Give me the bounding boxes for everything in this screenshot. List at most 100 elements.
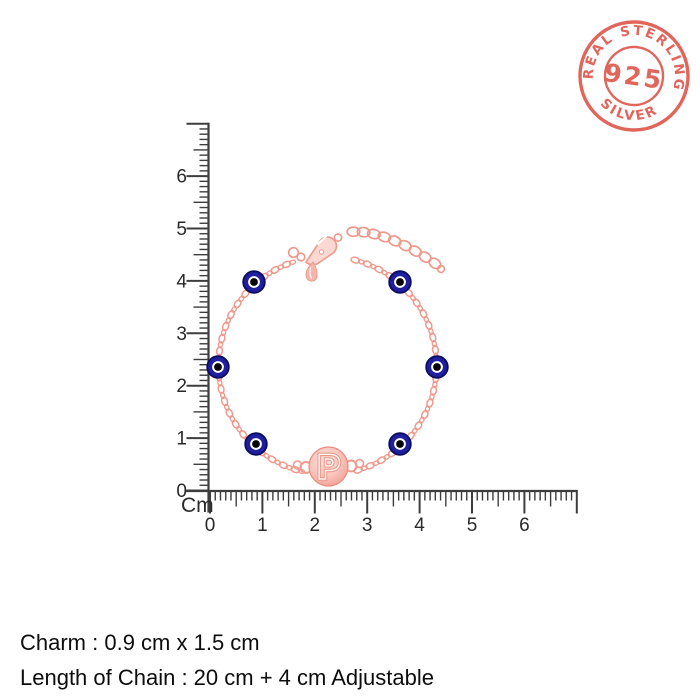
evil-eye-bead bbox=[425, 355, 449, 379]
evil-eye-bead bbox=[244, 432, 268, 456]
extender-link bbox=[418, 251, 432, 264]
h-ruler-label: 6 bbox=[519, 515, 530, 536]
chain-link bbox=[360, 465, 368, 472]
chain-link bbox=[429, 385, 438, 396]
v-ruler-label: 6 bbox=[176, 167, 187, 188]
chain-link bbox=[381, 269, 388, 276]
bracelet: PP bbox=[206, 226, 449, 490]
chain-link bbox=[231, 419, 240, 429]
chain-link bbox=[267, 455, 277, 464]
extender-link bbox=[387, 235, 402, 247]
charm-disc bbox=[308, 446, 349, 487]
chain-length-text: Length of Chain : 20 cm + 4 cm Adjustabl… bbox=[20, 665, 434, 690]
chain-link bbox=[428, 327, 434, 335]
h-ruler-label: 2 bbox=[310, 515, 321, 536]
chain-link bbox=[423, 315, 430, 323]
initial-charm: PP bbox=[292, 446, 365, 490]
chain-link bbox=[417, 304, 424, 312]
chain-link bbox=[376, 456, 387, 465]
chain-link bbox=[266, 270, 273, 277]
chain-link bbox=[369, 263, 377, 270]
chain-link bbox=[227, 310, 235, 320]
badge-925-text: 925 bbox=[602, 58, 665, 95]
evil-eye-bead bbox=[242, 270, 266, 294]
v-ruler-label: 4 bbox=[176, 271, 187, 292]
chain-link bbox=[290, 465, 301, 474]
chain-link bbox=[429, 393, 435, 401]
chain-link bbox=[219, 391, 226, 399]
h-ruler-label: 4 bbox=[414, 515, 425, 536]
badge-outer-ring bbox=[578, 20, 690, 132]
chain-link bbox=[412, 298, 421, 308]
chain-link bbox=[383, 453, 391, 460]
evil-eye-bead bbox=[388, 432, 412, 456]
charm-dimensions-text: Charm : 0.9 cm x 1.5 cm bbox=[20, 630, 260, 655]
extender-link bbox=[356, 226, 371, 238]
extender-link bbox=[428, 257, 442, 270]
ruler-unit-label: Cm bbox=[181, 494, 214, 517]
h-ruler-label: 1 bbox=[257, 515, 268, 536]
extender-link bbox=[408, 245, 423, 258]
chain-link bbox=[220, 328, 227, 337]
chain-link bbox=[270, 266, 280, 274]
h-ruler-label: 0 bbox=[205, 515, 216, 536]
chain-link bbox=[350, 256, 361, 264]
h-ruler-label: 3 bbox=[362, 515, 373, 536]
chain-link bbox=[362, 260, 373, 268]
evil-eye-bead bbox=[388, 270, 412, 294]
extender-link bbox=[366, 228, 381, 240]
lobster-clasp bbox=[287, 233, 343, 266]
chain-link bbox=[372, 460, 380, 467]
chain-link bbox=[431, 344, 439, 355]
sterling-silver-badge: REAL STERLING SILVER 925 bbox=[578, 17, 693, 132]
chain-link bbox=[420, 409, 429, 420]
v-ruler-label: 0 bbox=[176, 481, 187, 502]
h-ruler-label: 5 bbox=[467, 515, 478, 536]
chain-link bbox=[277, 264, 285, 270]
chain-link bbox=[432, 380, 438, 389]
chain-link bbox=[285, 464, 293, 471]
evil-eye-bead bbox=[206, 355, 230, 379]
chain-link bbox=[278, 461, 289, 470]
teardrop-charm bbox=[305, 261, 318, 282]
chain-link bbox=[414, 421, 423, 431]
chain-link bbox=[263, 452, 271, 459]
chain-link bbox=[238, 429, 248, 440]
chain-link bbox=[431, 339, 438, 348]
ruler: 0 1 2 3 4 5 6 0 1 2 3 4 5 6 Cm bbox=[176, 122, 578, 536]
chain-link bbox=[374, 265, 384, 274]
chain-link bbox=[281, 260, 292, 269]
extender-end-link bbox=[436, 264, 446, 274]
chain-link bbox=[418, 416, 425, 424]
v-ruler-label: 3 bbox=[176, 324, 187, 345]
v-ruler-label: 5 bbox=[176, 219, 187, 240]
chain-link bbox=[426, 398, 434, 408]
chain-link bbox=[217, 341, 224, 349]
v-ruler-label: 2 bbox=[176, 376, 187, 397]
extender-link bbox=[377, 231, 392, 243]
chain-link bbox=[411, 427, 418, 435]
badge-inner-ring bbox=[603, 45, 665, 107]
chain-link bbox=[223, 403, 230, 411]
chain-link bbox=[424, 405, 431, 413]
extender-chain bbox=[346, 226, 446, 274]
chain-link bbox=[274, 459, 282, 466]
chain-link bbox=[288, 259, 297, 266]
v-ruler-label: 1 bbox=[176, 429, 187, 450]
extender-link bbox=[398, 239, 412, 252]
chain-link bbox=[225, 317, 232, 325]
chain-link bbox=[357, 259, 366, 265]
charm-letter: P bbox=[316, 448, 341, 488]
chain-link bbox=[238, 295, 245, 303]
chain-link bbox=[220, 396, 229, 407]
chain-link bbox=[429, 332, 437, 343]
chain-link bbox=[217, 379, 223, 387]
chain-link bbox=[225, 408, 234, 418]
chain-link bbox=[217, 384, 225, 395]
extender-link bbox=[346, 226, 361, 238]
chain-link bbox=[409, 294, 417, 302]
chain-link bbox=[229, 415, 236, 423]
chain-link bbox=[419, 308, 428, 319]
